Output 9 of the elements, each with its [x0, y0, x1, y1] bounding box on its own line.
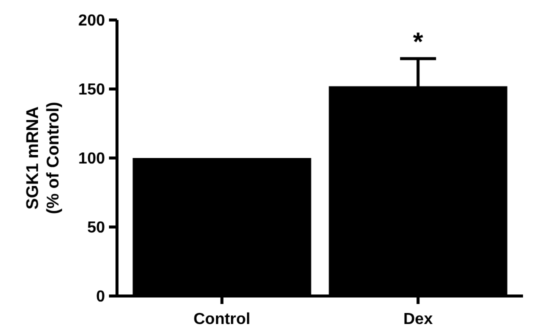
annotation: * [413, 26, 424, 57]
y-tick-label: 50 [87, 220, 106, 237]
y-axis-title: SGK1 mRNA (% of Control) [23, 102, 62, 214]
y-tick-label: 200 [78, 12, 106, 30]
x-tick-label: Dex [403, 311, 433, 328]
y-tick-label: 100 [78, 150, 106, 168]
y-tick-label: 0 [96, 288, 106, 306]
y-tick-label: 150 [78, 82, 106, 99]
x-tick-label: Control [193, 311, 250, 328]
